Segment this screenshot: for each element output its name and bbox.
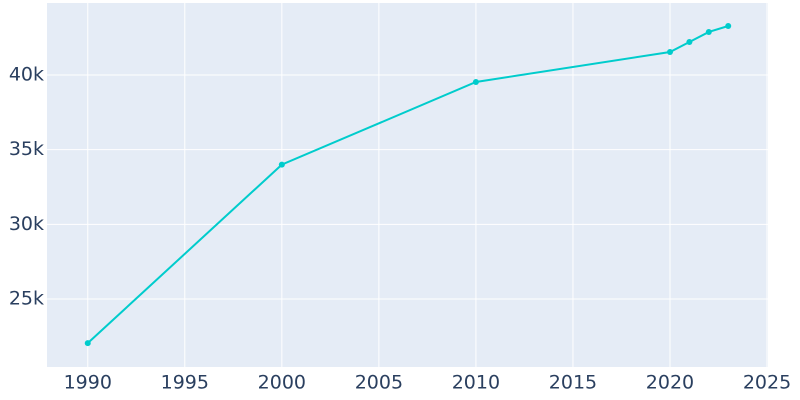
point: [278, 161, 285, 168]
point: [705, 28, 712, 35]
point: [725, 23, 732, 30]
x-tick-label: 1990: [64, 372, 112, 394]
x-tick-label: 2025: [743, 372, 791, 394]
point: [84, 340, 91, 347]
x-tick-label: 2020: [646, 372, 694, 394]
point: [686, 38, 693, 45]
x-tick-label: 2000: [258, 372, 306, 394]
plot-area: [47, 3, 768, 367]
x-tick-label: 2005: [355, 372, 403, 394]
y-tick-label: 35k: [9, 138, 44, 160]
x-tick-label: 2010: [452, 372, 500, 394]
x-tick-label: 2015: [549, 372, 597, 394]
y-tick-label: 25k: [9, 288, 44, 310]
x-tick-label: 1995: [161, 372, 209, 394]
point: [666, 48, 673, 55]
point: [472, 79, 479, 86]
y-tick-label: 40k: [9, 63, 44, 85]
y-tick-label: 30k: [9, 213, 44, 235]
